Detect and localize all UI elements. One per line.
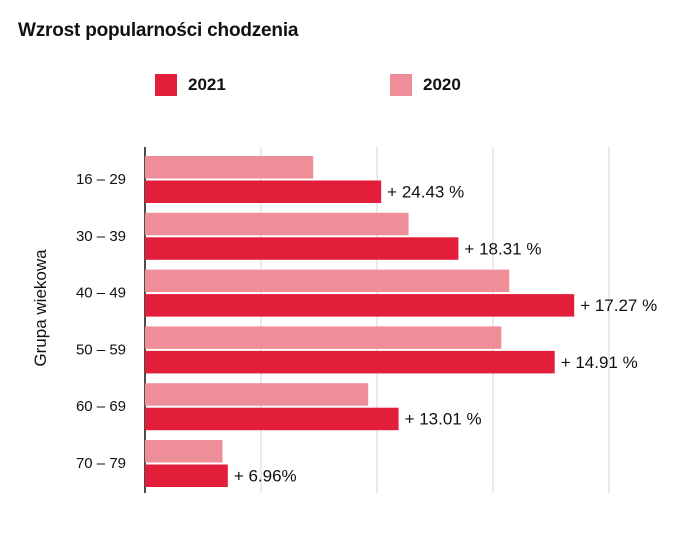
legend-label-2020: 2020: [423, 75, 461, 94]
bar-2020-1: [145, 212, 409, 236]
legend-item-2020: 2020: [390, 74, 461, 96]
legend-item-2021: 2021: [155, 74, 226, 96]
bar-2020-0: [145, 156, 314, 179]
bar-2021-3: [145, 350, 555, 374]
data-label-3: + 14.91 %: [561, 353, 638, 372]
bar-2020-2: [145, 269, 510, 293]
bar-2021-0: [145, 180, 382, 203]
data-label-4: + 13.01 %: [405, 410, 482, 429]
data-label-5: + 6.96%: [234, 467, 297, 486]
bar-2020-5: [145, 440, 223, 463]
legend-swatch-2021: [155, 74, 177, 96]
chart-title: Wzrost popularności chodzenia: [18, 20, 299, 41]
bar-2020-4: [145, 383, 369, 406]
category-label-0: 16 – 29: [76, 171, 126, 188]
category-label-1: 30 – 39: [76, 228, 126, 245]
category-label-5: 70 – 79: [76, 455, 126, 472]
bar-2021-4: [145, 407, 399, 431]
bar-2020-3: [145, 326, 502, 349]
category-label-3: 50 – 59: [76, 341, 126, 358]
gridlines: [144, 147, 610, 493]
labels: 16 – 29 + 24.43 % 30 – 39 + 18.31 % 40 – 49 +…: [76, 171, 657, 486]
category-label-2: 40 – 49: [76, 285, 126, 302]
y-axis-label: Grupa wiekowa: [31, 249, 50, 367]
data-label-0: + 24.43 %: [387, 183, 464, 202]
bars: [145, 156, 575, 487]
legend-label-2021: 2021: [188, 75, 226, 94]
data-label-2: + 17.27 %: [580, 296, 657, 315]
bar-2021-2: [145, 294, 575, 317]
bar-2021-1: [145, 237, 459, 260]
legend-swatch-2020: [390, 74, 412, 96]
category-label-4: 60 – 69: [76, 398, 126, 415]
bar-2021-5: [145, 464, 228, 487]
data-label-1: + 18.31 %: [464, 239, 541, 258]
